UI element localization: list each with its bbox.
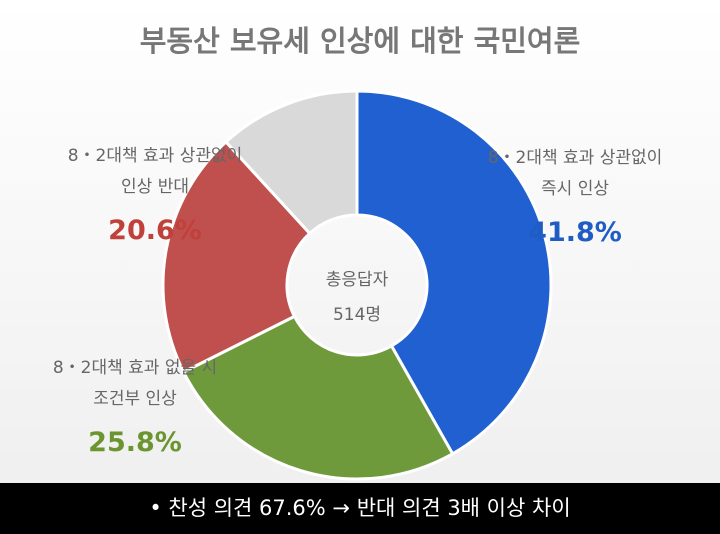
footer: • 찬성 의견 67.6% → 반대 의견 3배 이상 차이 xyxy=(0,483,720,534)
center-label: 총응답자 xyxy=(325,270,389,290)
segment-label: 8・2대책 효과 없을 시 조건부 인상 xyxy=(52,358,218,409)
segment-label: 8・2대책 효과 상관없이 즉시 인상 xyxy=(487,148,663,199)
segment-label: 8・2대책 효과 상관없이 인상 반대 xyxy=(67,146,243,197)
donut-area xyxy=(161,89,553,481)
donut-segment xyxy=(181,314,455,481)
segment-value-label: 25.8% xyxy=(88,427,182,458)
donut-segment xyxy=(223,89,359,236)
segment-value-label: 20.6% xyxy=(108,215,202,246)
segment-value-label: 41.8% xyxy=(528,217,622,248)
donut-segment xyxy=(355,89,553,456)
chart-title: 부동산 보유세 인상에 대한 국민여론 xyxy=(139,24,581,58)
center-value: 514명 xyxy=(332,305,382,325)
donut-segment xyxy=(161,139,312,374)
